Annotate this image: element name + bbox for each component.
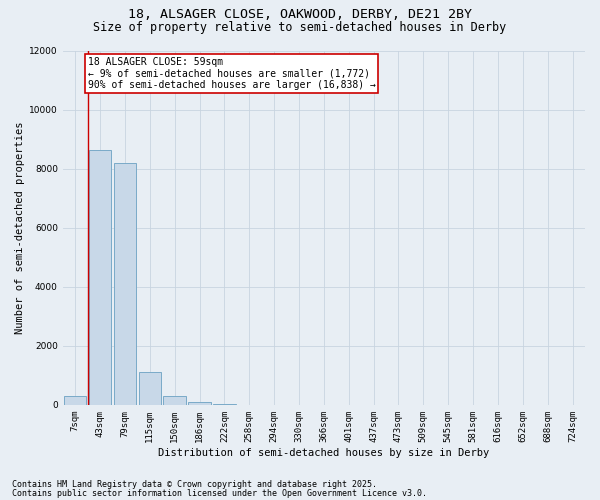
Bar [213, 404, 236, 405]
Bar [64, 396, 86, 405]
Text: Contains HM Land Registry data © Crown copyright and database right 2025.: Contains HM Land Registry data © Crown c… [12, 480, 377, 489]
Text: Size of property relative to semi-detached houses in Derby: Size of property relative to semi-detach… [94, 21, 506, 34]
Bar [89, 150, 111, 405]
Text: 18 ALSAGER CLOSE: 59sqm
← 9% of semi-detached houses are smaller (1,772)
90% of : 18 ALSAGER CLOSE: 59sqm ← 9% of semi-det… [88, 57, 376, 90]
Text: 18, ALSAGER CLOSE, OAKWOOD, DERBY, DE21 2BY: 18, ALSAGER CLOSE, OAKWOOD, DERBY, DE21 … [128, 8, 472, 20]
Bar [139, 372, 161, 405]
Bar [188, 402, 211, 405]
Bar [114, 163, 136, 405]
X-axis label: Distribution of semi-detached houses by size in Derby: Distribution of semi-detached houses by … [158, 448, 490, 458]
Text: Contains public sector information licensed under the Open Government Licence v3: Contains public sector information licen… [12, 489, 427, 498]
Y-axis label: Number of semi-detached properties: Number of semi-detached properties [15, 122, 25, 334]
Bar [163, 396, 186, 405]
